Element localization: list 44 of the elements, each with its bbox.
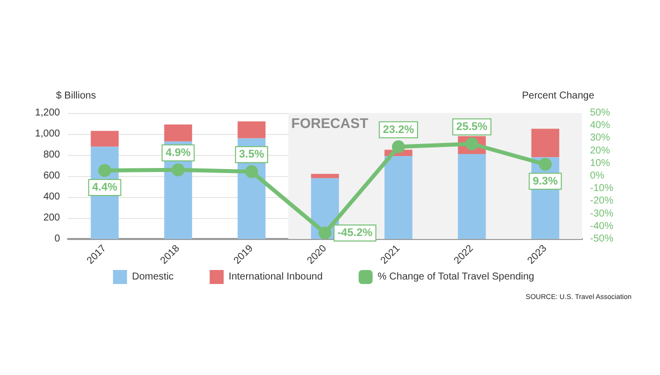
y-tick-label: 200 (43, 212, 60, 224)
y2-axis-title: Percent Change (522, 90, 595, 102)
y-tick-label: 600 (43, 170, 60, 182)
y-tick-label: 800 (43, 150, 60, 160)
bar (531, 128, 560, 158)
y2-tick-label: -40% (590, 220, 614, 232)
legend-label: International Inbound (228, 272, 323, 282)
y2-tick-label: -50% (590, 234, 614, 244)
bar (90, 130, 119, 147)
point (98, 164, 112, 177)
data-label: 23.2% (382, 124, 414, 136)
y2-tick-label: -10% (590, 183, 614, 194)
y-tick-label: 0 (54, 234, 60, 244)
data-label: -45.2% (338, 226, 373, 239)
point (318, 226, 332, 240)
data-label: 3.5% (239, 148, 264, 161)
legend-label: Domestic (132, 272, 174, 282)
y-axis-title: $ Billions (56, 90, 96, 102)
data-label: 9.3% (532, 175, 558, 188)
y2-tick-label: 50% (590, 108, 610, 118)
legend-label: % Change of Total Travel Spending (378, 272, 534, 282)
point (538, 158, 552, 171)
y2-tick-label: 40% (590, 120, 610, 132)
data-label: 4.4% (92, 181, 118, 194)
y2-tick-label: 30% (590, 132, 610, 144)
bar (238, 121, 266, 138)
y2-tick-label: -20% (590, 196, 614, 207)
band-label: FORECAST (291, 115, 369, 131)
y-tick-label: 1,000 (34, 128, 60, 140)
bar (458, 154, 486, 239)
y-tick-label: 400 (43, 192, 60, 202)
bar (384, 156, 412, 239)
y2-tick-label: 20% (590, 145, 610, 156)
point (392, 140, 405, 154)
bar (164, 124, 192, 142)
point (172, 163, 185, 176)
bar (311, 174, 339, 178)
data-label: 4.9% (166, 146, 191, 159)
data-label: 25.5% (456, 120, 488, 133)
point (245, 165, 258, 178)
y2-tick-label: 10% (590, 158, 610, 169)
y2-tick-label: 0% (590, 170, 605, 182)
y-tick-label: 1,200 (34, 108, 60, 118)
y2-tick-label: -30% (590, 208, 614, 220)
